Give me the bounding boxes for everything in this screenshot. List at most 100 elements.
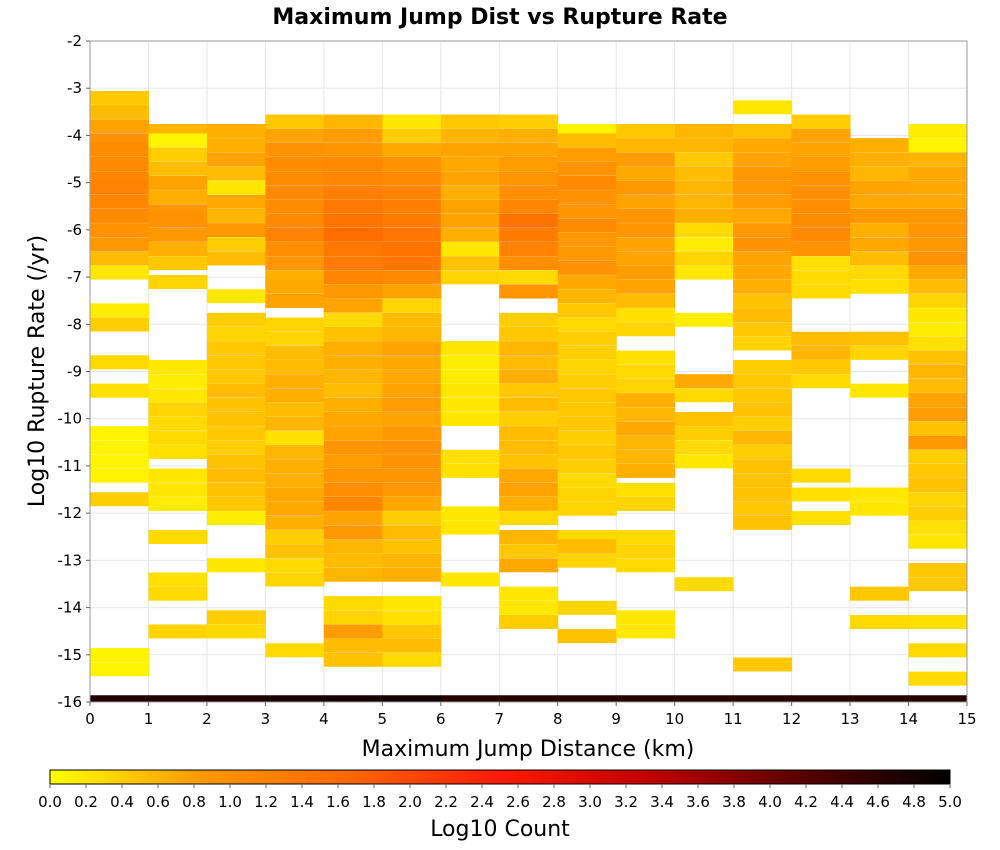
heatmap-cell xyxy=(323,624,383,639)
heatmap-cell xyxy=(557,246,617,261)
heatmap-cell xyxy=(265,185,325,200)
heatmap-cell xyxy=(323,185,383,200)
heatmap-cell xyxy=(382,426,442,441)
heatmap-cell xyxy=(908,378,968,393)
heatmap-cell xyxy=(733,251,793,266)
heatmap-cell xyxy=(323,440,383,455)
heatmap-cell xyxy=(148,430,208,445)
colorbar xyxy=(49,769,951,785)
heatmap-cell xyxy=(674,251,734,266)
heatmap-cell xyxy=(90,317,149,332)
heatmap-cell xyxy=(206,624,266,639)
heatmap-cell xyxy=(323,369,383,384)
heatmap-cell xyxy=(850,223,910,238)
heatmap-cell xyxy=(440,572,500,587)
heatmap-cell xyxy=(557,190,617,205)
heatmap-cell xyxy=(908,671,968,686)
heatmap-cell xyxy=(90,355,149,370)
heatmap-cell xyxy=(733,501,793,516)
heatmap-cell xyxy=(791,331,851,346)
heatmap-cell xyxy=(674,180,734,195)
heatmap-cell xyxy=(265,157,325,172)
colorbar-tick-label: 0.8 xyxy=(182,793,206,811)
heatmap-cell xyxy=(148,572,208,587)
heatmap-cell xyxy=(908,492,968,507)
heatmap-cell xyxy=(382,241,442,256)
heatmap-cell xyxy=(148,402,208,417)
heatmap-cell xyxy=(557,133,617,148)
x-tick-label: 14 xyxy=(899,710,918,728)
colorbar-tick-label: 2.6 xyxy=(506,793,530,811)
heatmap-cell xyxy=(908,293,968,308)
heatmap-cell xyxy=(206,496,266,511)
heatmap-cell xyxy=(557,204,617,219)
heatmap-cell xyxy=(557,695,617,702)
heatmap-cell xyxy=(499,114,559,129)
heatmap-cell xyxy=(206,610,266,625)
heatmap-cell xyxy=(616,544,676,559)
heatmap-cell xyxy=(733,166,793,181)
x-tick-label: 0 xyxy=(85,710,95,728)
heatmap-cell xyxy=(850,279,910,294)
heatmap-cell xyxy=(791,695,851,702)
heatmap-cell xyxy=(440,695,500,702)
y-tick-label: -6 xyxy=(67,221,82,239)
x-tick-label: 2 xyxy=(202,710,212,728)
heatmap-cell xyxy=(733,473,793,488)
heatmap-cell xyxy=(908,336,968,351)
heatmap-cell xyxy=(557,374,617,389)
heatmap-cell xyxy=(908,695,968,702)
heatmap-cell xyxy=(850,487,910,502)
colorbar-tick-label: 3.4 xyxy=(650,793,674,811)
heatmap-cell xyxy=(323,496,383,511)
heatmap-cell xyxy=(206,454,266,469)
heatmap-cell xyxy=(440,171,500,186)
heatmap-cell xyxy=(206,312,266,327)
y-tick-label: -15 xyxy=(58,646,83,664)
heatmap-cell xyxy=(440,506,500,521)
heatmap-cell xyxy=(499,128,559,143)
heatmap-cell xyxy=(323,397,383,412)
heatmap-cell xyxy=(90,105,149,120)
heatmap-cell xyxy=(616,350,676,365)
heatmap-cell xyxy=(616,166,676,181)
heatmap-cell xyxy=(382,284,442,299)
colorbar-tick-label: 2.4 xyxy=(470,793,494,811)
heatmap-cell xyxy=(499,213,559,228)
heatmap-cell xyxy=(616,208,676,223)
heatmap-cell xyxy=(499,530,559,544)
x-tick-label: 11 xyxy=(724,710,743,728)
heatmap-cell xyxy=(850,152,910,167)
heatmap-cell xyxy=(90,265,149,280)
heatmap-cell xyxy=(557,553,617,568)
heatmap-cell xyxy=(616,293,676,308)
heatmap-cell xyxy=(616,624,676,639)
heatmap-cell xyxy=(616,322,676,337)
heatmap-cell xyxy=(499,256,559,271)
heatmap-cell xyxy=(382,695,442,702)
heatmap-cell xyxy=(265,241,325,256)
heatmap-cell xyxy=(499,355,559,370)
heatmap-cell xyxy=(323,638,383,653)
heatmap-cell xyxy=(850,501,910,516)
heatmap-cell xyxy=(499,199,559,214)
heatmap-cell xyxy=(908,138,968,153)
heatmap-cell xyxy=(90,194,149,209)
heatmap-cell xyxy=(616,364,676,379)
heatmap-cell xyxy=(90,237,149,252)
heatmap-cell xyxy=(499,614,559,629)
heatmap-cell xyxy=(616,610,676,625)
heatmap-cell xyxy=(850,166,910,181)
heatmap-cell xyxy=(908,393,968,408)
heatmap-cell xyxy=(499,369,559,384)
heatmap-cell xyxy=(557,303,617,318)
heatmap-cell xyxy=(323,511,383,526)
heatmap-cell xyxy=(382,411,442,426)
heatmap-cell xyxy=(90,142,149,157)
x-tick-label: 5 xyxy=(378,710,388,728)
heatmap-cell xyxy=(323,270,383,285)
heatmap-cell xyxy=(382,157,442,172)
heatmap-cell xyxy=(791,270,851,285)
heatmap-cell xyxy=(265,402,325,417)
heatmap-cell xyxy=(206,208,266,223)
